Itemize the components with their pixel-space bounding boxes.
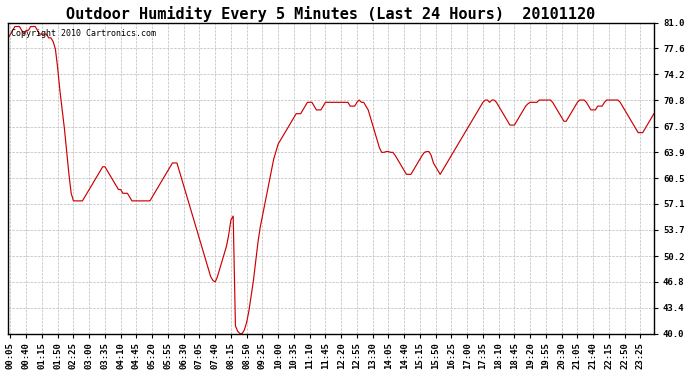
Title: Outdoor Humidity Every 5 Minutes (Last 24 Hours)  20101120: Outdoor Humidity Every 5 Minutes (Last 2… bbox=[66, 6, 595, 21]
Text: Copyright 2010 Cartronics.com: Copyright 2010 Cartronics.com bbox=[12, 29, 157, 38]
